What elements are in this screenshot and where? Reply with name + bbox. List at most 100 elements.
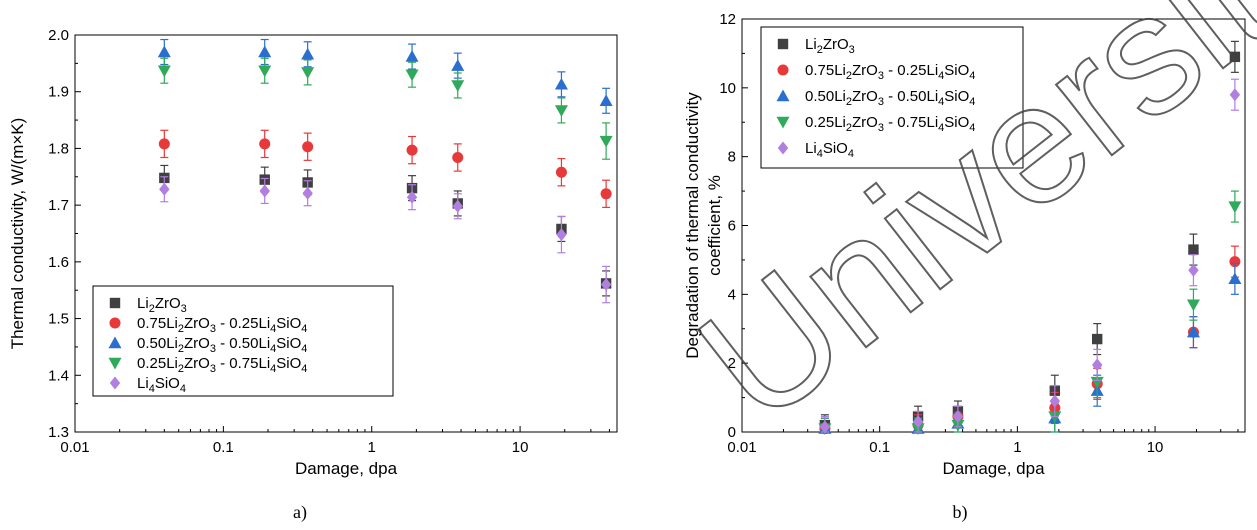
x-axis: 0.01 0.1 1 10 [60,426,610,456]
data-point [405,69,419,82]
legend-marker [776,116,790,129]
data-point [159,182,170,196]
chart-panel-b: 0.01 0.1 1 10 0 2 4 6 8 10 12 Damage, dpa Degradatio… [683,11,1246,478]
y-axis-label: Degradation of thermal conductivity coeff… [683,92,724,359]
y-tick-label: 12 [719,11,736,28]
x-tick-label: 10 [1147,439,1164,456]
legend-box [92,285,394,397]
panel-label-b: b) [953,502,968,523]
data-point [912,415,924,429]
legend-marker [777,38,789,50]
x-axis-label: Damage, dpa [295,459,398,478]
data-point [600,188,612,200]
data-point [1049,394,1061,408]
legend-entry: Li4SiO4 [805,140,854,160]
y-tick-label: 6 [728,218,736,235]
legend-marker [108,357,122,370]
chart-panel-a: 0.01 0.1 1 10 1.3 1.4 1.5 1.6 1.7 1.8 1.9 2.0 Damage… [8,27,618,478]
legend-entry: Li2ZrO3 [805,36,855,56]
y-axis: 1.3 1.4 1.5 1.6 1.7 1.8 1.9 2.0 [48,27,81,441]
y-tick-label: 1.3 [48,424,69,441]
data-point [1186,299,1200,312]
legend-entry: 0.25Li2ZrO3 - 0.75Li4SiO4 [805,114,975,134]
data-point [158,138,170,150]
legend-marker [776,89,790,102]
data-point [258,65,272,78]
data-point [1186,325,1200,338]
y-tick-label: 1.4 [48,367,69,384]
data-point [952,410,964,424]
legend-entry: 0.50Li2ZrO3 - 0.50Li4SiO4 [805,88,975,108]
legend-marker [777,64,789,76]
x-tick-label: 10 [512,439,529,456]
legend-marker [109,376,121,390]
data-point [452,199,463,213]
x-tick-label: 0.01 [60,439,89,456]
x-tick-label: 0.01 [727,439,756,456]
legend-entry: Li4SiO4 [137,375,186,395]
y-tick-label: 1.6 [48,254,69,271]
data-point [157,45,171,58]
x-tick-label: 1 [368,439,376,456]
series-3 [157,38,613,114]
data-point [599,135,613,148]
data-point [600,278,612,292]
legend-marker [108,336,122,349]
data-point [1188,244,1199,255]
data-point [1228,272,1242,285]
data-point [406,190,418,204]
series-5 [159,176,612,304]
data-point [259,138,271,150]
data-point [1229,51,1241,63]
data-point [819,420,831,434]
data-point [555,166,567,178]
data-point [1229,256,1241,268]
legend-marker [777,141,789,155]
data-point [1229,88,1241,102]
y-tick-label: 2.0 [48,27,69,44]
data-point [452,151,464,164]
x-tick-label: 0.1 [213,439,234,456]
data-point [1092,333,1103,345]
y-tick-label: 0 [728,424,736,441]
data-point [301,67,315,79]
x-tick-label: 0.1 [869,439,890,456]
data-point [259,184,270,198]
data-point [258,45,272,58]
data-point [599,94,613,106]
data-point [302,186,313,200]
data-point [1228,201,1242,214]
legend-entry: 0.25Li2ZrO3 - 0.75Li4SiO4 [137,355,307,375]
legend-marker [109,317,121,329]
y-tick-label: 10 [719,80,736,97]
x-tick-label: 1 [1013,439,1021,456]
legend-entry: 0.50Li2ZrO3 - 0.50Li4SiO4 [137,335,307,355]
x-axis: 0.01 0.1 1 10 [727,426,1239,456]
series-1 [159,164,612,297]
data-point [554,77,568,90]
y-tick-label: 1.7 [48,197,69,214]
data-point [1092,358,1103,372]
series-2 [158,129,612,209]
y-tick-label: 4 [728,286,736,303]
legend-entry: Li2ZrO3 [137,295,187,315]
legend-box [760,26,1024,169]
data-point [556,228,567,242]
y-tick-label: 1.8 [48,140,69,157]
x-axis-label: Damage, dpa [942,459,1045,478]
y-tick-label: 1.5 [48,311,69,328]
data-point [302,141,314,153]
y-tick-label: 8 [728,149,736,166]
y-axis-label: Thermal conductivity, W/(m×K) [8,118,27,350]
series-5 [819,78,1241,434]
data-point [1188,263,1199,277]
legend: Li2ZrO3 0.75Li2ZrO3 - 0.25Li4SiO4 0.50Li2Z… [760,26,1024,169]
data-point [405,50,419,62]
legend-marker [109,297,121,309]
data-point [157,65,171,78]
legend-entry: 0.75Li2ZrO3 - 0.25Li4SiO4 [805,62,975,82]
y-tick-label: 1.9 [48,84,69,101]
data-point [301,47,315,60]
